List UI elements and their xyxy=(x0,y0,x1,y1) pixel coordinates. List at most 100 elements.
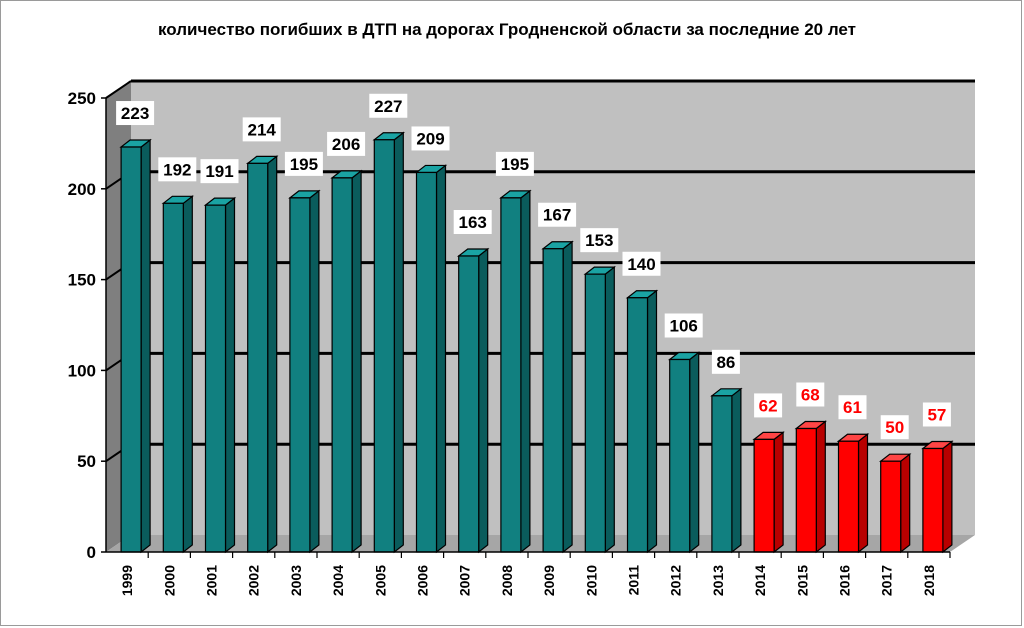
bar-side-2002 xyxy=(267,155,278,554)
bar-2015 xyxy=(794,420,828,554)
data-label-text: 163 xyxy=(459,213,487,232)
data-label-box xyxy=(158,157,197,182)
data-label-2018: 57 xyxy=(922,402,951,427)
x-tick-label-2017: 2017 xyxy=(879,565,895,596)
x-tick-label-2018: 2018 xyxy=(921,565,937,596)
bar-side-2005 xyxy=(393,131,404,554)
data-label-2003: 195 xyxy=(284,151,323,176)
data-label-box xyxy=(116,101,155,126)
bar-2017 xyxy=(878,452,912,554)
data-label-text: 140 xyxy=(627,255,655,274)
bar-2013 xyxy=(710,387,743,554)
data-label-2011: 140 xyxy=(622,251,661,276)
data-label-text: 86 xyxy=(716,353,735,372)
data-label-2009: 167 xyxy=(538,202,577,227)
x-tick-label-2005: 2005 xyxy=(372,565,388,596)
bar-2018 xyxy=(921,440,954,554)
data-label-2010: 153 xyxy=(580,228,619,253)
bar-front-2014 xyxy=(753,438,775,553)
data-label-box xyxy=(580,228,619,253)
bar-side-2017 xyxy=(900,452,911,554)
bar-front-2004 xyxy=(331,177,353,553)
data-label-2006: 209 xyxy=(411,126,450,151)
bar-side-2001 xyxy=(224,196,236,554)
bar-2007 xyxy=(456,247,490,554)
bar-side-2013 xyxy=(731,387,742,554)
data-label-text: 62 xyxy=(759,396,778,415)
bar-side-2004 xyxy=(351,169,362,554)
data-label-box xyxy=(453,209,492,234)
bar-2000 xyxy=(161,195,195,554)
data-label-text: 61 xyxy=(843,398,862,417)
data-label-text: 153 xyxy=(585,231,613,250)
bar-2008 xyxy=(499,189,532,554)
bar-2004 xyxy=(330,169,363,554)
data-label-text: 106 xyxy=(670,317,698,336)
x-tick-label-2004: 2004 xyxy=(330,565,346,596)
data-label-box xyxy=(754,393,783,418)
data-label-box xyxy=(922,402,951,427)
data-label-text: 195 xyxy=(501,155,529,174)
gridline-side xyxy=(105,80,132,99)
bar-2003 xyxy=(288,189,321,554)
data-label-2002: 214 xyxy=(242,117,281,142)
data-label-box xyxy=(880,415,909,440)
bar-front-2011 xyxy=(626,297,649,553)
bar-side-2014 xyxy=(773,431,784,554)
data-label-text: 50 xyxy=(885,418,904,437)
bar-2009 xyxy=(541,240,574,554)
data-label-2005: 227 xyxy=(369,93,408,118)
x-tick-label-2010: 2010 xyxy=(583,565,599,596)
bar-2016 xyxy=(836,432,870,554)
data-label-box xyxy=(284,151,323,176)
bar-front-2015 xyxy=(795,427,817,553)
bar-side-2016 xyxy=(857,432,869,554)
data-label-2013: 86 xyxy=(711,349,740,374)
bar-side-1999 xyxy=(140,138,151,554)
y-tick-label: 250 xyxy=(68,89,96,108)
bar-2006 xyxy=(414,164,448,554)
data-label-2014: 62 xyxy=(754,393,783,418)
bar-front-2010 xyxy=(584,273,606,553)
data-label-text: 227 xyxy=(374,97,402,116)
bar-front-2000 xyxy=(162,202,184,553)
bar-2005 xyxy=(372,131,406,554)
y-tick-label: 150 xyxy=(68,271,96,290)
bar-front-2012 xyxy=(669,358,691,553)
x-tick-label-2013: 2013 xyxy=(710,565,726,596)
bar-front-2018 xyxy=(922,447,944,553)
bar-side-2007 xyxy=(478,247,489,554)
data-label-text: 195 xyxy=(290,155,318,174)
bar-front-2013 xyxy=(711,395,733,553)
data-label-2008: 195 xyxy=(495,151,534,176)
data-label-2017: 50 xyxy=(880,415,909,440)
bar-front-2017 xyxy=(880,460,902,553)
data-label-2016: 61 xyxy=(838,395,867,420)
bar-side-2000 xyxy=(182,195,193,554)
bar-side-2012 xyxy=(689,351,700,554)
data-label-text: 68 xyxy=(801,386,820,405)
bar-2002 xyxy=(245,155,279,554)
x-tick-label-1999: 1999 xyxy=(119,565,135,596)
bar-2012 xyxy=(667,351,701,554)
data-label-box xyxy=(327,131,366,156)
bar-2010 xyxy=(583,265,617,554)
data-label-box xyxy=(242,117,281,142)
data-label-box xyxy=(411,126,450,151)
data-label-box xyxy=(538,202,577,227)
data-label-2000: 192 xyxy=(158,157,197,182)
data-label-text: 167 xyxy=(543,206,571,225)
chart-title: количество погибших в ДТП на дорогах Гро… xyxy=(158,20,856,39)
bar-front-2001 xyxy=(204,204,227,553)
y-tick-label: 200 xyxy=(68,180,96,199)
y-tick-label: 0 xyxy=(87,543,96,562)
data-label-box xyxy=(200,159,239,184)
bar-2001 xyxy=(203,196,237,554)
data-label-1999: 223 xyxy=(116,101,155,126)
data-label-text: 214 xyxy=(248,120,277,139)
x-tick-label-2014: 2014 xyxy=(752,565,768,596)
bar-side-2018 xyxy=(942,440,953,554)
x-tick-label-2011: 2011 xyxy=(626,565,642,596)
data-label-box xyxy=(495,151,534,176)
